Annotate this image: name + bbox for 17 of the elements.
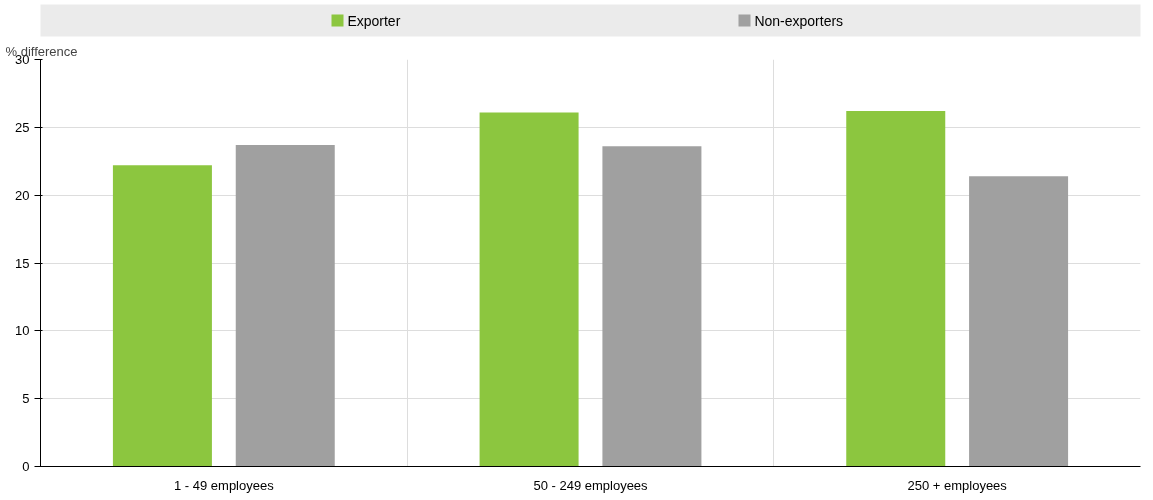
bar bbox=[969, 176, 1069, 467]
x-tick-label: 250 + employees bbox=[907, 477, 1008, 493]
bar bbox=[235, 144, 335, 467]
y-tick-label: 15 bbox=[15, 255, 30, 271]
bar bbox=[602, 146, 702, 467]
bar bbox=[112, 165, 212, 467]
y-tick-label: 5 bbox=[22, 391, 30, 407]
x-tick-label: 1 - 49 employees bbox=[173, 477, 275, 493]
bar bbox=[479, 112, 579, 467]
legend-label: Exporter bbox=[347, 12, 401, 29]
y-tick-label: 0 bbox=[22, 459, 30, 474]
x-tick-label: 50 - 249 employees bbox=[533, 477, 649, 493]
y-tick-label: 20 bbox=[15, 187, 30, 203]
y-tick-label: 10 bbox=[15, 323, 30, 339]
bar bbox=[846, 111, 946, 467]
y-tick-label: 25 bbox=[15, 119, 30, 135]
legend-label: Non-exporters bbox=[754, 12, 844, 29]
